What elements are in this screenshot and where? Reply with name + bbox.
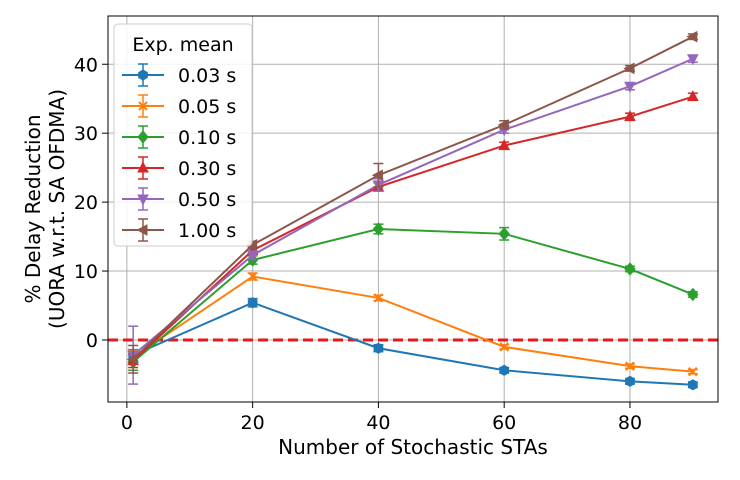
data-point [624, 81, 636, 93]
series-group [126, 30, 699, 391]
y-tick-label: 0 [86, 330, 98, 352]
x-tick-label: 0 [121, 412, 133, 434]
x-tick-label: 40 [366, 412, 390, 434]
legend: Exp. mean 0.03 s 0.05 s 0.10 s 0.30 s 0.50 s 1… [113, 23, 253, 247]
data-point [625, 375, 635, 387]
series-line [132, 95, 694, 362]
legend-swatch-marker [137, 194, 149, 206]
legend-label: 0.50 s [178, 189, 236, 211]
data-point [126, 353, 138, 366]
x-axis-label: Number of Stochastic STAs [278, 435, 548, 459]
series-1-00-s [126, 30, 698, 374]
series-line [132, 227, 694, 363]
data-point [247, 297, 258, 309]
data-point [624, 110, 636, 122]
x-tick-label: 20 [241, 412, 265, 434]
y-tick-label: 20 [74, 192, 98, 214]
legend-label: 0.10 s [178, 127, 236, 149]
legend-label: 1.00 s [178, 220, 236, 242]
data-point [687, 54, 699, 66]
y-axis-label-line-2: (UORA w.r.t. SA OFDMA) [45, 89, 69, 329]
data-point [499, 364, 510, 376]
series-line [132, 35, 694, 360]
y-axis-label-line-1: % Delay Reduction [21, 114, 45, 303]
y-tick-label: 30 [74, 123, 98, 145]
data-point [687, 90, 699, 102]
data-point [371, 169, 383, 182]
data-point [372, 222, 385, 236]
legend-swatch-marker [136, 224, 148, 236]
legend-label: 0.30 s [178, 158, 236, 180]
data-point [625, 361, 635, 371]
legend-box [113, 23, 253, 247]
data-point [498, 139, 511, 151]
series-line [132, 301, 693, 386]
legend-entry: 0.50 s [122, 187, 236, 211]
data-point [247, 271, 258, 282]
data-point [686, 30, 698, 43]
legend-entry: 1.00 s [122, 218, 236, 242]
y-axis-label-group: % Delay Reduction (UORA w.r.t. SA OFDMA) [21, 89, 69, 329]
y-tick-label: 10 [74, 261, 98, 283]
data-point [498, 227, 510, 241]
data-point [246, 250, 259, 262]
ticks: 0 20 40 60 80 0 10 20 30 40 [74, 54, 642, 434]
legend-entry: 0.03 s [122, 63, 236, 87]
y-tick-label: 40 [74, 54, 98, 76]
legend-entry: 0.30 s [122, 156, 236, 180]
data-point [623, 62, 635, 75]
x-tick-label: 80 [618, 412, 642, 434]
legend-entry: 0.05 s [122, 94, 236, 118]
legend-swatch-marker [138, 101, 148, 111]
data-point [497, 119, 509, 131]
data-point [499, 342, 509, 352]
legend-swatch-marker [137, 161, 149, 173]
legend-entry: 0.10 s [122, 125, 236, 149]
data-point [687, 287, 699, 302]
series-line [132, 275, 693, 373]
legend-title: Exp. mean [132, 34, 233, 56]
legend-swatch-marker [137, 130, 149, 144]
legend-swatch-marker [138, 69, 148, 81]
data-point [373, 342, 384, 354]
data-point [688, 366, 698, 377]
data-point [688, 379, 698, 391]
series-line [132, 57, 694, 356]
data-point [373, 293, 384, 303]
plot-frame [107, 15, 719, 403]
legend-label: 0.05 s [178, 96, 236, 118]
data-point [624, 262, 636, 276]
x-tick-label: 60 [492, 412, 516, 434]
legend-label: 0.03 s [178, 65, 236, 87]
